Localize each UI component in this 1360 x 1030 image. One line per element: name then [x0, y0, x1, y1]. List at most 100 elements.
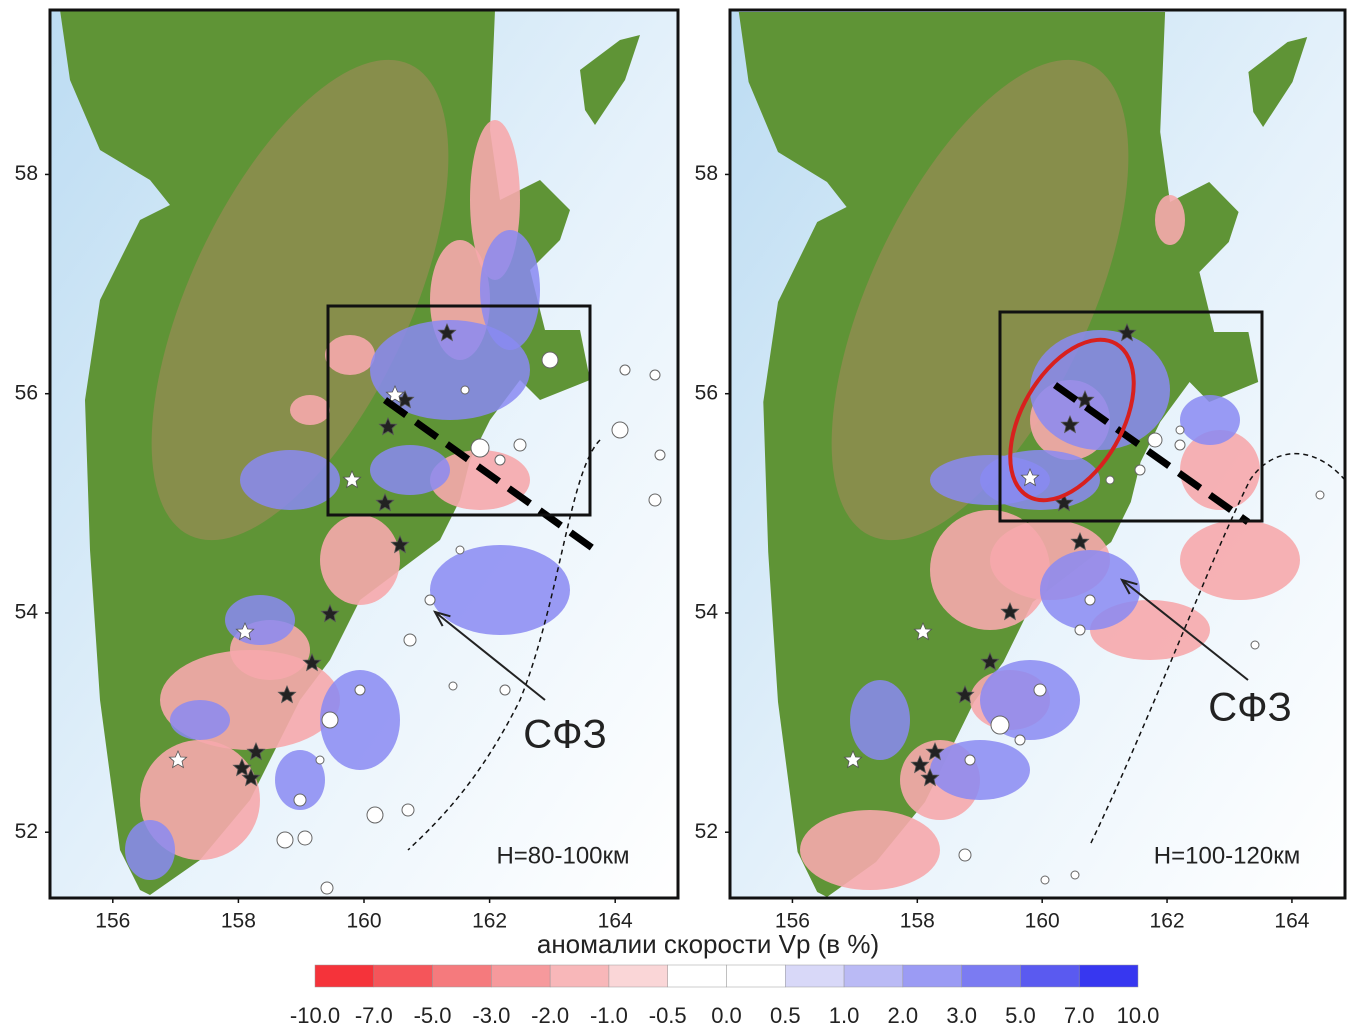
earthquake [1071, 871, 1079, 879]
earthquake [402, 804, 414, 816]
earthquake [425, 595, 435, 605]
earthquake [294, 794, 306, 806]
earthquake [1148, 433, 1162, 447]
earthquake [298, 831, 312, 845]
earthquake [321, 882, 333, 894]
y-tick-label: 56 [695, 381, 718, 404]
velocity-anomaly [225, 595, 295, 645]
x-tick-label: 156 [775, 910, 810, 933]
colorbar-tick-label: 0.5 [770, 1003, 801, 1028]
earthquake [449, 682, 457, 690]
x-tick-label: 162 [472, 910, 507, 933]
earthquake [367, 807, 383, 823]
colorbar-segment [844, 965, 903, 987]
x-tick-label: 160 [346, 910, 381, 933]
earthquake [461, 386, 469, 394]
colorbar-tick-label: -5.0 [414, 1003, 452, 1028]
colorbar-tick-label: 0.0 [711, 1003, 742, 1028]
colorbar-tick-label: -3.0 [472, 1003, 510, 1028]
velocity-anomaly [800, 810, 940, 890]
earthquake [277, 832, 293, 848]
velocity-anomaly [1155, 195, 1185, 245]
earthquake [514, 439, 526, 451]
earthquake [959, 849, 971, 861]
earthquake [612, 422, 628, 438]
zone-label: СФЗ [1208, 686, 1291, 730]
earthquake [1075, 625, 1085, 635]
colorbar-tick-label: 1.0 [829, 1003, 860, 1028]
colorbar-tick-label: -1.0 [590, 1003, 628, 1028]
colorbar-segment [433, 965, 492, 987]
earthquake [456, 546, 464, 554]
colorbar-segment [609, 965, 668, 987]
earthquake [1316, 491, 1324, 499]
map-left [50, 10, 678, 898]
velocity-anomaly [480, 230, 540, 350]
velocity-anomaly [320, 515, 400, 605]
colorbar-tick-label: 7.0 [1064, 1003, 1095, 1028]
velocity-anomaly [125, 820, 175, 880]
depth-label: H=100-120км [1154, 842, 1300, 869]
x-tick-label: 160 [1025, 910, 1060, 933]
earthquake [404, 634, 416, 646]
colorbar-segment [491, 965, 550, 987]
velocity-anomaly [1180, 395, 1240, 445]
earthquake [316, 756, 324, 764]
colorbar-tick-label: 3.0 [946, 1003, 977, 1028]
earthquake [1176, 426, 1184, 434]
colorbar-segment [668, 965, 727, 987]
earthquake [322, 712, 338, 728]
x-tick-label: 164 [1274, 910, 1309, 933]
colorbar-segment [1079, 965, 1138, 987]
y-tick-label: 54 [695, 601, 719, 624]
y-tick-label: 52 [15, 820, 38, 843]
earthquake [650, 370, 660, 380]
earthquake [1015, 735, 1025, 745]
velocity-anomaly [370, 445, 450, 495]
colorbar-tick-label: -7.0 [355, 1003, 393, 1028]
colorbar-tick-label: 10.0 [1117, 1003, 1160, 1028]
earthquake [991, 716, 1009, 734]
earthquake [965, 755, 975, 765]
y-tick-label: 58 [15, 162, 38, 185]
colorbar-segment [550, 965, 609, 987]
x-tick-label: 156 [95, 910, 130, 933]
earthquake [1085, 595, 1095, 605]
velocity-anomaly [930, 740, 1030, 800]
velocity-anomaly [290, 395, 330, 425]
x-tick-label: 164 [598, 910, 633, 933]
zone-label: СФЗ [523, 713, 606, 757]
x-tick-label: 162 [1150, 910, 1185, 933]
earthquake [542, 352, 558, 368]
figure: H=80-100км СФЗ H=100-120км СФЗ аномалии … [0, 0, 1360, 1030]
y-tick-label: 58 [695, 162, 718, 185]
velocity-anomaly [1180, 520, 1300, 600]
y-tick-label: 52 [695, 820, 718, 843]
map-right [730, 10, 1345, 898]
colorbar-segment [315, 965, 374, 987]
earthquake [655, 450, 665, 460]
y-tick-label: 56 [15, 381, 38, 404]
colorbar-title: аномалии скорости Vp (в %) [537, 929, 879, 959]
earthquake [495, 455, 505, 465]
velocity-anomaly [325, 335, 375, 375]
velocity-anomaly [240, 450, 340, 510]
velocity-anomaly [850, 680, 910, 760]
x-tick-label: 158 [221, 910, 256, 933]
colorbar-tick-label: -0.5 [649, 1003, 687, 1028]
colorbar-segment [727, 965, 786, 987]
earthquake [1251, 641, 1259, 649]
colorbar-segment [903, 965, 962, 987]
velocity-anomaly [430, 545, 570, 635]
earthquake [620, 365, 630, 375]
colorbar-tick-label: -2.0 [531, 1003, 569, 1028]
earthquake [1034, 684, 1046, 696]
earthquake [471, 439, 489, 457]
colorbar-segment [785, 965, 844, 987]
y-tick-label: 54 [15, 601, 39, 624]
depth-label: H=80-100км [496, 842, 629, 869]
colorbar-segment [1020, 965, 1079, 987]
colorbar-tick-label: -10.0 [290, 1003, 340, 1028]
earthquake [1106, 476, 1114, 484]
colorbar-segment [962, 965, 1021, 987]
